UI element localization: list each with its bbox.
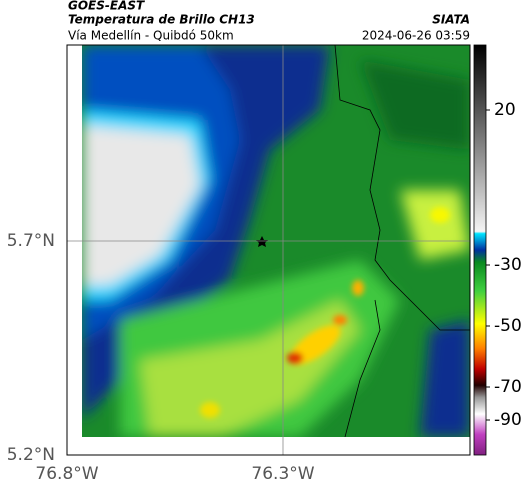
colorbar-label: 20 — [494, 100, 516, 120]
location: Vía Medellín - Quibdó 50km — [68, 29, 234, 43]
lon-label: 76.8°W — [35, 464, 98, 484]
lat-label: 5.2°N — [7, 445, 55, 465]
border-line — [334, 45, 470, 437]
lat-label: 5.7°N — [7, 231, 55, 251]
colorbar — [473, 44, 487, 456]
colorbar-label: -50 — [494, 316, 522, 336]
subtitle: Temperatura de Brillo CH13 — [68, 13, 255, 27]
colorbar-label: -30 — [494, 255, 522, 275]
lon-label: 76.3°W — [251, 464, 314, 484]
source: SIATA — [432, 13, 470, 27]
title: GOES-EAST — [68, 0, 145, 13]
datetime: 2024-06-26 03:59 — [362, 29, 470, 43]
satellite-image — [82, 45, 470, 437]
station-marker — [256, 236, 268, 247]
colorbar-label: -70 — [494, 377, 522, 397]
colorbar-label: -90 — [494, 410, 522, 430]
map-frame — [66, 44, 471, 456]
